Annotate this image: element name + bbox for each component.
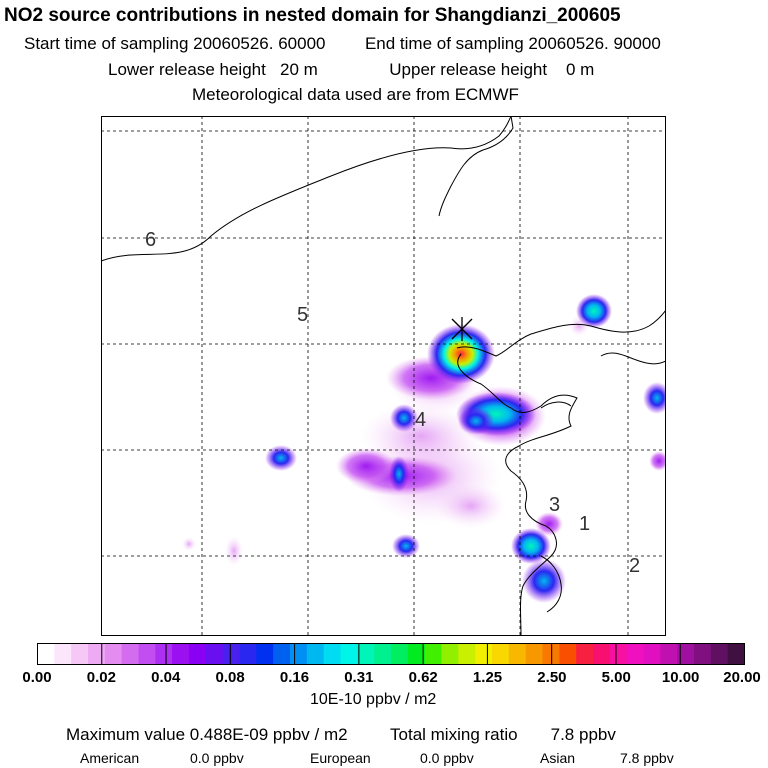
colorbar-swatch (172, 643, 190, 665)
chart-title: NO2 source contributions in nested domai… (4, 5, 621, 26)
meteo-source: Meteorological data used are from ECMWF (192, 85, 519, 104)
colorbar-tick-label: 0.08 (215, 669, 245, 686)
colorbar-swatch (340, 643, 358, 665)
colorbar-swatch (205, 643, 224, 665)
colorbar-swatch (189, 643, 207, 665)
colorbar-swatch (391, 643, 409, 665)
colorbar-swatch (239, 643, 257, 665)
concentration-field (182, 294, 666, 603)
colorbar-swatch (508, 643, 527, 665)
colorbar-tick-label: 1.25 (472, 669, 503, 686)
colorbar-swatch (374, 643, 392, 665)
max-value: Maximum value 0.488E-09 ppbv / m2 (66, 725, 348, 744)
colorbar-swatch (542, 643, 560, 665)
colorbar-swatch (609, 643, 628, 665)
colorbar-tick-label: 0.04 (151, 669, 181, 686)
site-label-4: 4 (415, 409, 426, 431)
start-time: Start time of sampling 20060526. 60000 (24, 34, 326, 53)
site-label-6: 6 (145, 229, 156, 251)
upper-release-height: Upper release height 0 m (389, 60, 595, 79)
receptor-marker (451, 317, 473, 341)
colorbar-tick-label: 0.31 (344, 669, 374, 686)
colorbar-swatch (54, 643, 72, 665)
sampling-times: Start time of sampling 20060526. 60000 E… (24, 34, 661, 54)
lower-release-height: Lower release height 20 m (108, 60, 318, 79)
colorbar (37, 643, 745, 665)
colorbar-swatch (525, 643, 543, 665)
colorbar-tick-label: 5.00 (601, 669, 631, 686)
region-american-name: American (80, 750, 140, 766)
colorbar-swatch (71, 643, 89, 665)
colorbar-swatch (306, 643, 325, 665)
colorbar-tick-label: 0.16 (279, 669, 310, 686)
site-label-1: 1 (579, 513, 590, 535)
colorbar-tick-label: 20.00 (723, 669, 761, 686)
colorbar-swatch (155, 643, 173, 665)
colorbar-swatch (357, 643, 375, 665)
colorbar-tick-label: 10.00 (661, 669, 700, 686)
colorbar-swatch (643, 643, 661, 665)
colorbar-swatch (660, 643, 678, 665)
colorbar-swatch (290, 643, 308, 665)
release-heights: Lower release height 20 m Upper release … (108, 60, 594, 80)
colorbar-swatch (37, 643, 55, 665)
total-mixing-ratio: Total mixing ratio 7.8 ppbv (390, 725, 616, 744)
colorbar-swatch (441, 643, 459, 665)
end-time: End time of sampling 20060526. 90000 (364, 34, 661, 53)
site-label-5: 5 (297, 304, 308, 326)
colorbar-swatch (121, 643, 139, 665)
colorbar-swatch (710, 643, 729, 665)
region-european-value: 0.0 ppbv (420, 750, 474, 766)
colorbar-swatch (88, 643, 106, 665)
site-label-3: 3 (549, 494, 560, 516)
colorbar-swatch (273, 643, 291, 665)
colorbar-swatch (407, 643, 426, 665)
region-asian-name: Asian (540, 750, 576, 766)
region-american-value: 0.0 ppbv (190, 750, 244, 766)
colorbar-tick-label: 0.02 (86, 669, 116, 686)
colorbar-swatch (593, 643, 611, 665)
colorbar-tick-label: 0.62 (408, 669, 438, 686)
colorbar-border (37, 643, 745, 665)
lat-lon-grid (101, 116, 666, 636)
colorbar-swatch (677, 643, 695, 665)
colorbar-swatch (727, 643, 745, 665)
colorbar-units: 10E-10 ppbv / m2 (310, 691, 437, 708)
colorbar-swatch (424, 643, 442, 665)
colorbar-swatch (458, 643, 476, 665)
colorbar-swatch (138, 643, 156, 665)
colorbar-swatch (576, 643, 594, 665)
colorbar-swatch (323, 643, 341, 665)
stats-row: Maximum value 0.488E-09 ppbv / m2 Total … (66, 725, 654, 745)
colorbar-tick-label: 2.50 (537, 669, 567, 686)
colorbar-swatch (104, 643, 123, 665)
region-european-name: European (310, 750, 371, 766)
colorbar-swatch (559, 643, 577, 665)
colorbar-tick-label: 0.00 (22, 669, 52, 686)
colorbar-swatch (222, 643, 240, 665)
map: 1 2 3 4 5 6 (101, 116, 666, 636)
colorbar-swatch (492, 643, 510, 665)
colorbar-swatch (694, 643, 712, 665)
colorbar-swatch (256, 643, 274, 665)
site-label-2: 2 (629, 555, 640, 577)
colorbar-swatch (626, 643, 644, 665)
map-border (101, 116, 666, 636)
colorbar-swatch (475, 643, 493, 665)
region-asian-value: 7.8 ppbv (620, 750, 674, 766)
